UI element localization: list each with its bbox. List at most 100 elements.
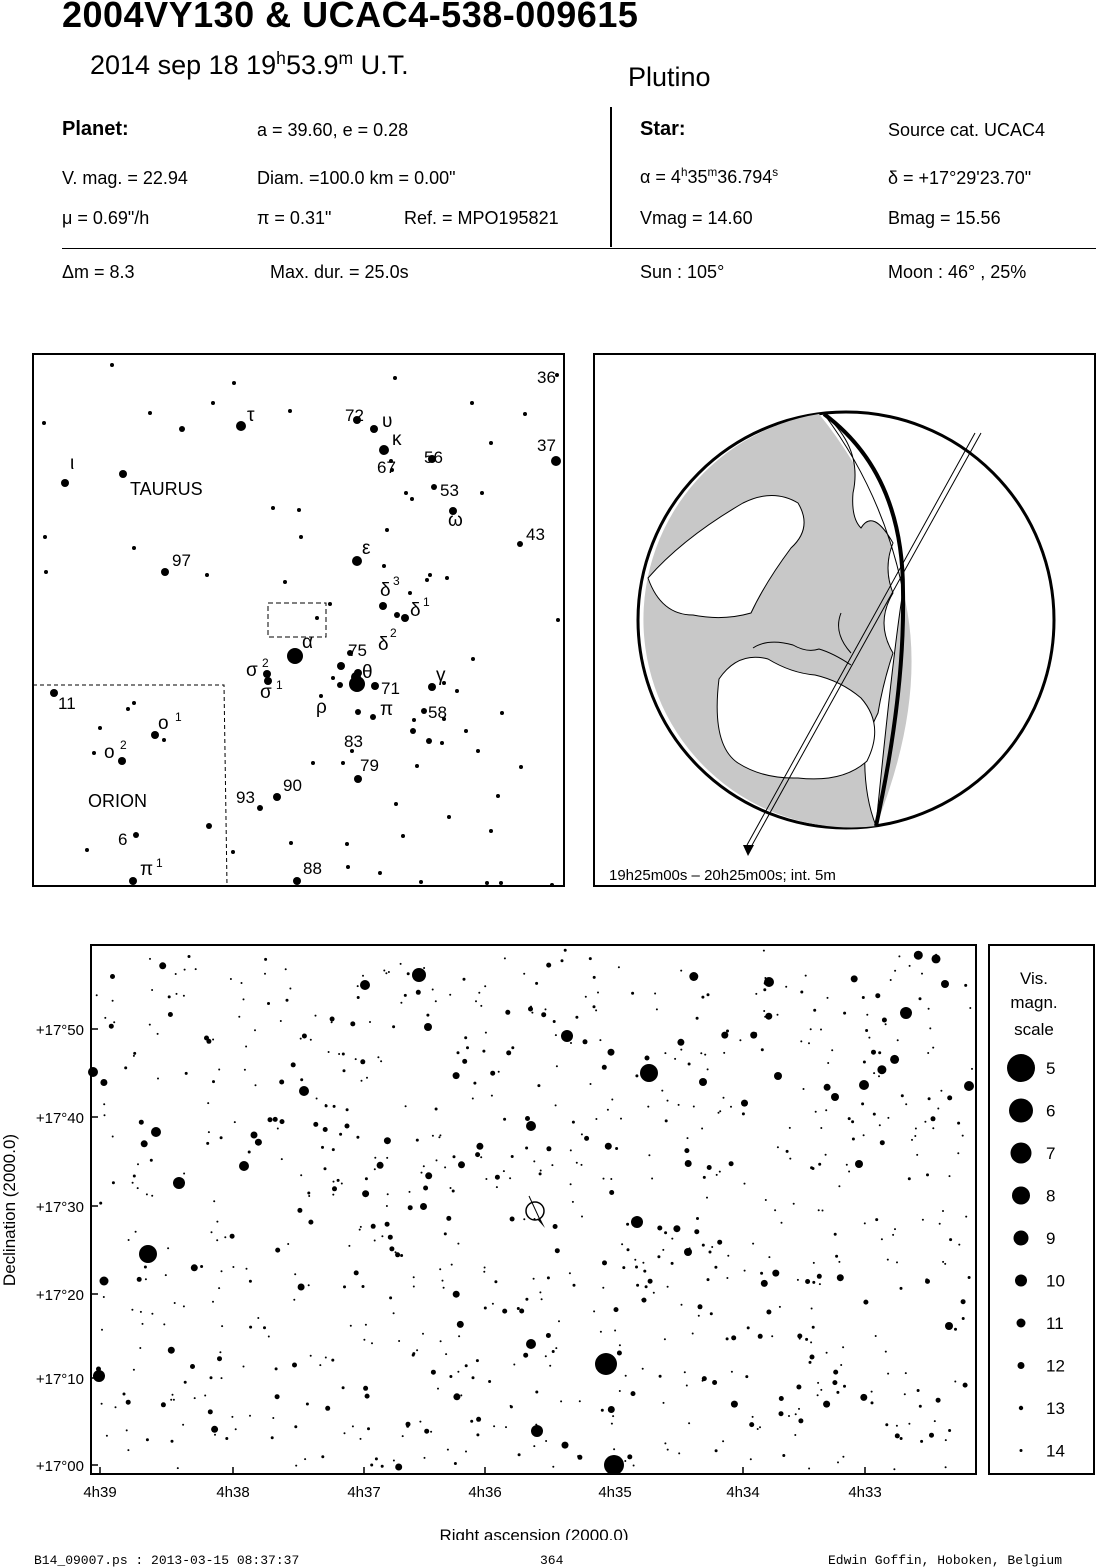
field-star bbox=[624, 1460, 627, 1462]
field-star bbox=[899, 1437, 903, 1440]
field-star bbox=[833, 1232, 837, 1236]
field-star bbox=[475, 1359, 479, 1363]
field-star bbox=[750, 1031, 758, 1039]
planet-vmag: V. mag. = 22.94 bbox=[62, 168, 188, 188]
field-star bbox=[772, 1269, 780, 1277]
finder-star bbox=[352, 556, 362, 566]
bright-star bbox=[151, 1127, 161, 1137]
field-star bbox=[697, 1314, 700, 1317]
field-star bbox=[517, 1453, 521, 1457]
finder-star bbox=[161, 568, 169, 576]
field-star bbox=[400, 1254, 404, 1257]
field-star bbox=[905, 1103, 908, 1106]
field-star bbox=[572, 1283, 576, 1287]
field-star bbox=[483, 1306, 487, 1310]
field-star bbox=[451, 1189, 455, 1193]
field-star bbox=[569, 1149, 572, 1152]
field-star bbox=[541, 1012, 547, 1018]
field-star bbox=[711, 1246, 714, 1248]
field-star bbox=[809, 1354, 815, 1360]
field-star bbox=[439, 1340, 442, 1343]
finder-star bbox=[428, 455, 436, 463]
field-star bbox=[131, 1181, 134, 1184]
field-star bbox=[798, 1337, 801, 1340]
star-label: ο bbox=[158, 713, 169, 734]
field-star bbox=[794, 1434, 797, 1436]
field-star bbox=[813, 1008, 817, 1012]
field-star bbox=[300, 1078, 304, 1082]
field-star bbox=[569, 1183, 572, 1186]
field-star bbox=[749, 1458, 752, 1461]
field-star bbox=[160, 1402, 166, 1408]
field-star bbox=[392, 1025, 396, 1029]
finder-star bbox=[347, 650, 353, 656]
field-star bbox=[613, 1307, 619, 1313]
field-star bbox=[105, 1434, 108, 1437]
field-star bbox=[424, 1428, 430, 1434]
field-star bbox=[323, 1167, 327, 1171]
field-star bbox=[452, 1290, 460, 1298]
field-star bbox=[870, 1390, 873, 1393]
field-star bbox=[297, 1283, 305, 1291]
field-star bbox=[647, 1278, 653, 1284]
field-star bbox=[336, 1178, 340, 1182]
finder-star bbox=[431, 484, 437, 490]
field-star bbox=[555, 1347, 558, 1350]
field-star bbox=[457, 1370, 460, 1373]
field-star bbox=[242, 998, 245, 1001]
field-star bbox=[254, 1138, 262, 1146]
field-star bbox=[127, 1449, 130, 1452]
star-label: κ bbox=[392, 429, 402, 450]
field-star bbox=[132, 1368, 135, 1371]
field-star bbox=[944, 1466, 947, 1469]
finder-star bbox=[389, 459, 393, 463]
field-star bbox=[182, 994, 185, 997]
star-label: σ bbox=[260, 682, 272, 703]
field-star bbox=[338, 1053, 341, 1055]
field-star bbox=[206, 1038, 212, 1044]
field-star bbox=[509, 1177, 512, 1180]
field-star bbox=[387, 971, 390, 973]
bright-star bbox=[631, 1216, 643, 1228]
field-star bbox=[843, 1384, 846, 1388]
x-tick-label: 4h39 bbox=[83, 1484, 116, 1501]
field-star bbox=[370, 1223, 376, 1229]
field-star bbox=[554, 1104, 557, 1107]
field-star bbox=[533, 1445, 536, 1448]
field-star bbox=[694, 1229, 700, 1235]
legend-marker bbox=[1017, 1362, 1025, 1369]
field-star bbox=[217, 1356, 222, 1362]
finder-star bbox=[378, 871, 382, 875]
x-tick-label: 4h33 bbox=[848, 1484, 881, 1501]
finder-star bbox=[419, 880, 423, 884]
field-star bbox=[893, 1468, 896, 1471]
finder-star bbox=[319, 694, 323, 698]
bright-star bbox=[640, 1064, 658, 1082]
field-star bbox=[609, 1190, 615, 1195]
finder-star bbox=[263, 670, 271, 678]
field-star bbox=[875, 993, 881, 999]
field-star bbox=[395, 1252, 401, 1258]
field-star bbox=[546, 962, 552, 968]
field-star bbox=[398, 1340, 401, 1342]
field-star bbox=[808, 1467, 811, 1470]
field-star bbox=[811, 1325, 815, 1329]
field-star bbox=[210, 1231, 213, 1234]
finder-star bbox=[126, 707, 130, 711]
field-star bbox=[752, 1242, 755, 1245]
star-label: 72 bbox=[345, 406, 364, 425]
field-star bbox=[879, 1140, 885, 1146]
field-star bbox=[373, 1239, 376, 1242]
field-star bbox=[741, 1112, 745, 1116]
bright-star bbox=[93, 1370, 105, 1382]
field-star bbox=[701, 995, 705, 999]
field-star bbox=[644, 1055, 650, 1061]
field-star bbox=[342, 1069, 346, 1073]
bright-star bbox=[859, 1080, 869, 1090]
finder-star bbox=[205, 573, 209, 577]
field-star bbox=[139, 1310, 142, 1313]
asteroid-arrow bbox=[537, 1218, 545, 1228]
field-star bbox=[475, 1000, 477, 1003]
field-star bbox=[832, 1380, 838, 1386]
field-star bbox=[820, 1388, 823, 1391]
